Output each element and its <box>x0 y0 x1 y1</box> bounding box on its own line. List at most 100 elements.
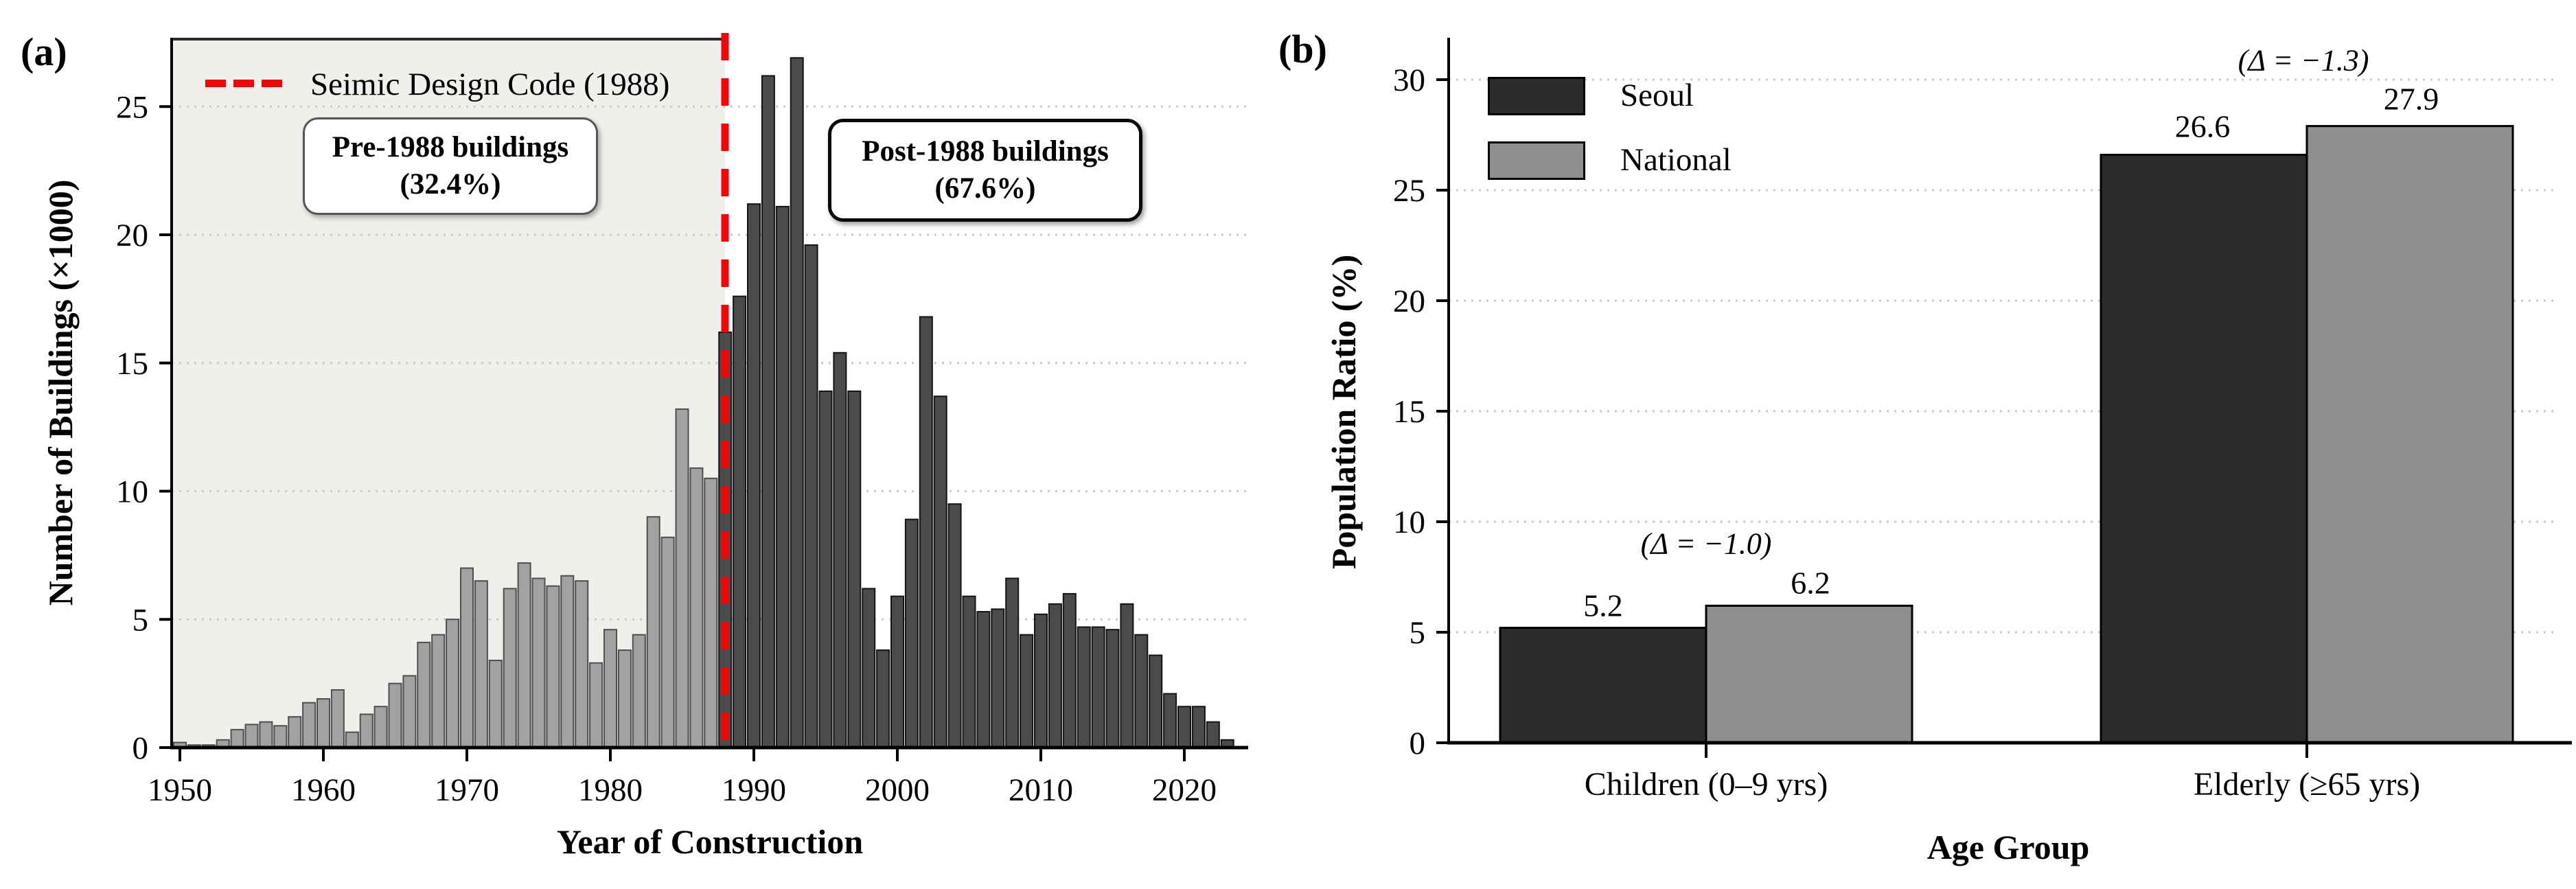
bar-1960 <box>317 698 330 748</box>
y-tick-label-a-10: 10 <box>116 474 148 510</box>
bar-1967 <box>417 641 431 748</box>
panel-a-legend-label: Seimic Design Code (1988) <box>310 67 670 102</box>
bar-1977 <box>560 575 575 748</box>
bar-1997 <box>847 390 862 748</box>
bar-1969 <box>446 619 460 748</box>
panel-b-xlabel: Age Group <box>1927 828 2090 866</box>
bar-2016 <box>1120 603 1134 749</box>
red-dash-legend-icon <box>205 80 282 87</box>
bar-2008 <box>1005 577 1020 748</box>
bar-seoul-0 <box>1499 627 1707 744</box>
bar-1985 <box>675 408 689 748</box>
bar-1973 <box>503 588 517 748</box>
bar-label-national-elderly: 27.9 <box>2383 81 2439 117</box>
bar-2021 <box>1191 706 1206 748</box>
x-tick-label-a-2020: 2020 <box>1152 772 1217 808</box>
bar-1956 <box>259 721 273 749</box>
bar-1975 <box>531 577 546 748</box>
legend-swatch-seoul <box>1488 77 1585 115</box>
bar-1982 <box>632 634 646 748</box>
panel-b-ylabel: Population Ratio (%) <box>1324 254 1363 570</box>
bar-1993 <box>790 57 804 749</box>
y-tick-label-b-20: 20 <box>1393 284 1425 319</box>
bar-1955 <box>244 724 259 749</box>
bar-seoul-1 <box>2100 153 2308 744</box>
panel-a-ylabel: Number of Buildings (×1000) <box>41 179 80 606</box>
x-tick-label-a-1980: 1980 <box>578 772 643 808</box>
bar-2003 <box>933 395 947 748</box>
bar-2006 <box>976 611 991 748</box>
bar-2000 <box>890 595 904 749</box>
bar-2002 <box>919 316 933 748</box>
delta-children-label: (Δ = −1.0) <box>1640 527 1772 561</box>
bar-1984 <box>660 536 675 748</box>
bar-1976 <box>546 585 560 748</box>
y-tick-label-a-0: 0 <box>133 730 149 766</box>
bar-1979 <box>589 662 603 748</box>
bar-label-seoul-elderly: 26.6 <box>2174 108 2231 144</box>
bar-2014 <box>1091 626 1105 749</box>
bar-1961 <box>330 689 345 749</box>
y-tick-label-b-0: 0 <box>1410 726 1426 761</box>
y-tick-label-a-25: 25 <box>116 89 148 125</box>
bar-1994 <box>804 244 818 748</box>
bar-label-national-children: 6.2 <box>1791 565 1830 601</box>
bar-1958 <box>288 716 302 749</box>
bar-2013 <box>1077 626 1091 749</box>
x-tick-label-a-2010: 2010 <box>1009 772 1073 808</box>
bar-1980 <box>603 629 617 748</box>
bar-1991 <box>761 75 775 749</box>
bar-1965 <box>388 682 402 748</box>
y-tick-label-a-20: 20 <box>116 218 148 253</box>
bar-1978 <box>575 580 589 748</box>
bar-1964 <box>373 706 388 748</box>
bar-2007 <box>991 608 1005 748</box>
bar-2020 <box>1177 706 1191 748</box>
bar-1972 <box>488 660 503 749</box>
bar-1957 <box>273 725 288 748</box>
y-tick-label-a-5: 5 <box>133 602 149 638</box>
post-box-line2: (67.6%) <box>934 172 1036 205</box>
y-tick-label-b-30: 30 <box>1393 62 1425 98</box>
pre-box-line1: Pre-1988 buildings <box>332 131 569 164</box>
y-tick-label-a-15: 15 <box>116 346 148 382</box>
bar-1983 <box>646 516 660 748</box>
bar-2015 <box>1105 629 1120 748</box>
x-tick-label-a-1960: 1960 <box>291 772 356 808</box>
post-1988-annotation-box: Post-1988 buildings (67.6%) <box>828 119 1142 222</box>
panel-a-xlabel: Year of Construction <box>556 822 864 861</box>
bar-label-seoul-children: 5.2 <box>1583 588 1623 623</box>
bar-1999 <box>876 649 890 748</box>
legend-label-national: National <box>1620 142 1732 178</box>
legend-label-seoul: Seoul <box>1620 78 1694 113</box>
bar-2018 <box>1149 654 1163 748</box>
x-tick-label-a-1970: 1970 <box>435 772 499 808</box>
bar-2017 <box>1134 634 1149 748</box>
bar-2004 <box>947 503 962 748</box>
bar-1992 <box>775 205 790 749</box>
bar-1996 <box>833 351 847 748</box>
bar-1987 <box>704 477 718 748</box>
bar-1959 <box>302 702 317 749</box>
post-box-line1: Post-1988 buildings <box>862 135 1109 168</box>
delta-elderly-label: (Δ = −1.3) <box>2238 43 2369 78</box>
bar-1990 <box>747 203 761 748</box>
bar-1998 <box>862 588 876 748</box>
bar-1989 <box>733 295 747 748</box>
y-tick-label-b-10: 10 <box>1393 505 1425 540</box>
bar-1954 <box>230 728 244 748</box>
y-tick-label-b-15: 15 <box>1393 394 1425 430</box>
y-tick-label-b-25: 25 <box>1393 173 1425 209</box>
bar-1971 <box>474 580 488 748</box>
x-tick-label-a-1950: 1950 <box>148 772 212 808</box>
bar-1974 <box>517 562 531 749</box>
x-tick-label-a-2000: 2000 <box>865 772 930 808</box>
bar-2019 <box>1163 693 1177 748</box>
bar-1968 <box>431 634 446 748</box>
bar-1966 <box>402 675 417 748</box>
panel-a-tag: (a) <box>21 30 67 74</box>
panel-b-tag: (b) <box>1278 27 1327 71</box>
bar-2022 <box>1206 721 1220 749</box>
